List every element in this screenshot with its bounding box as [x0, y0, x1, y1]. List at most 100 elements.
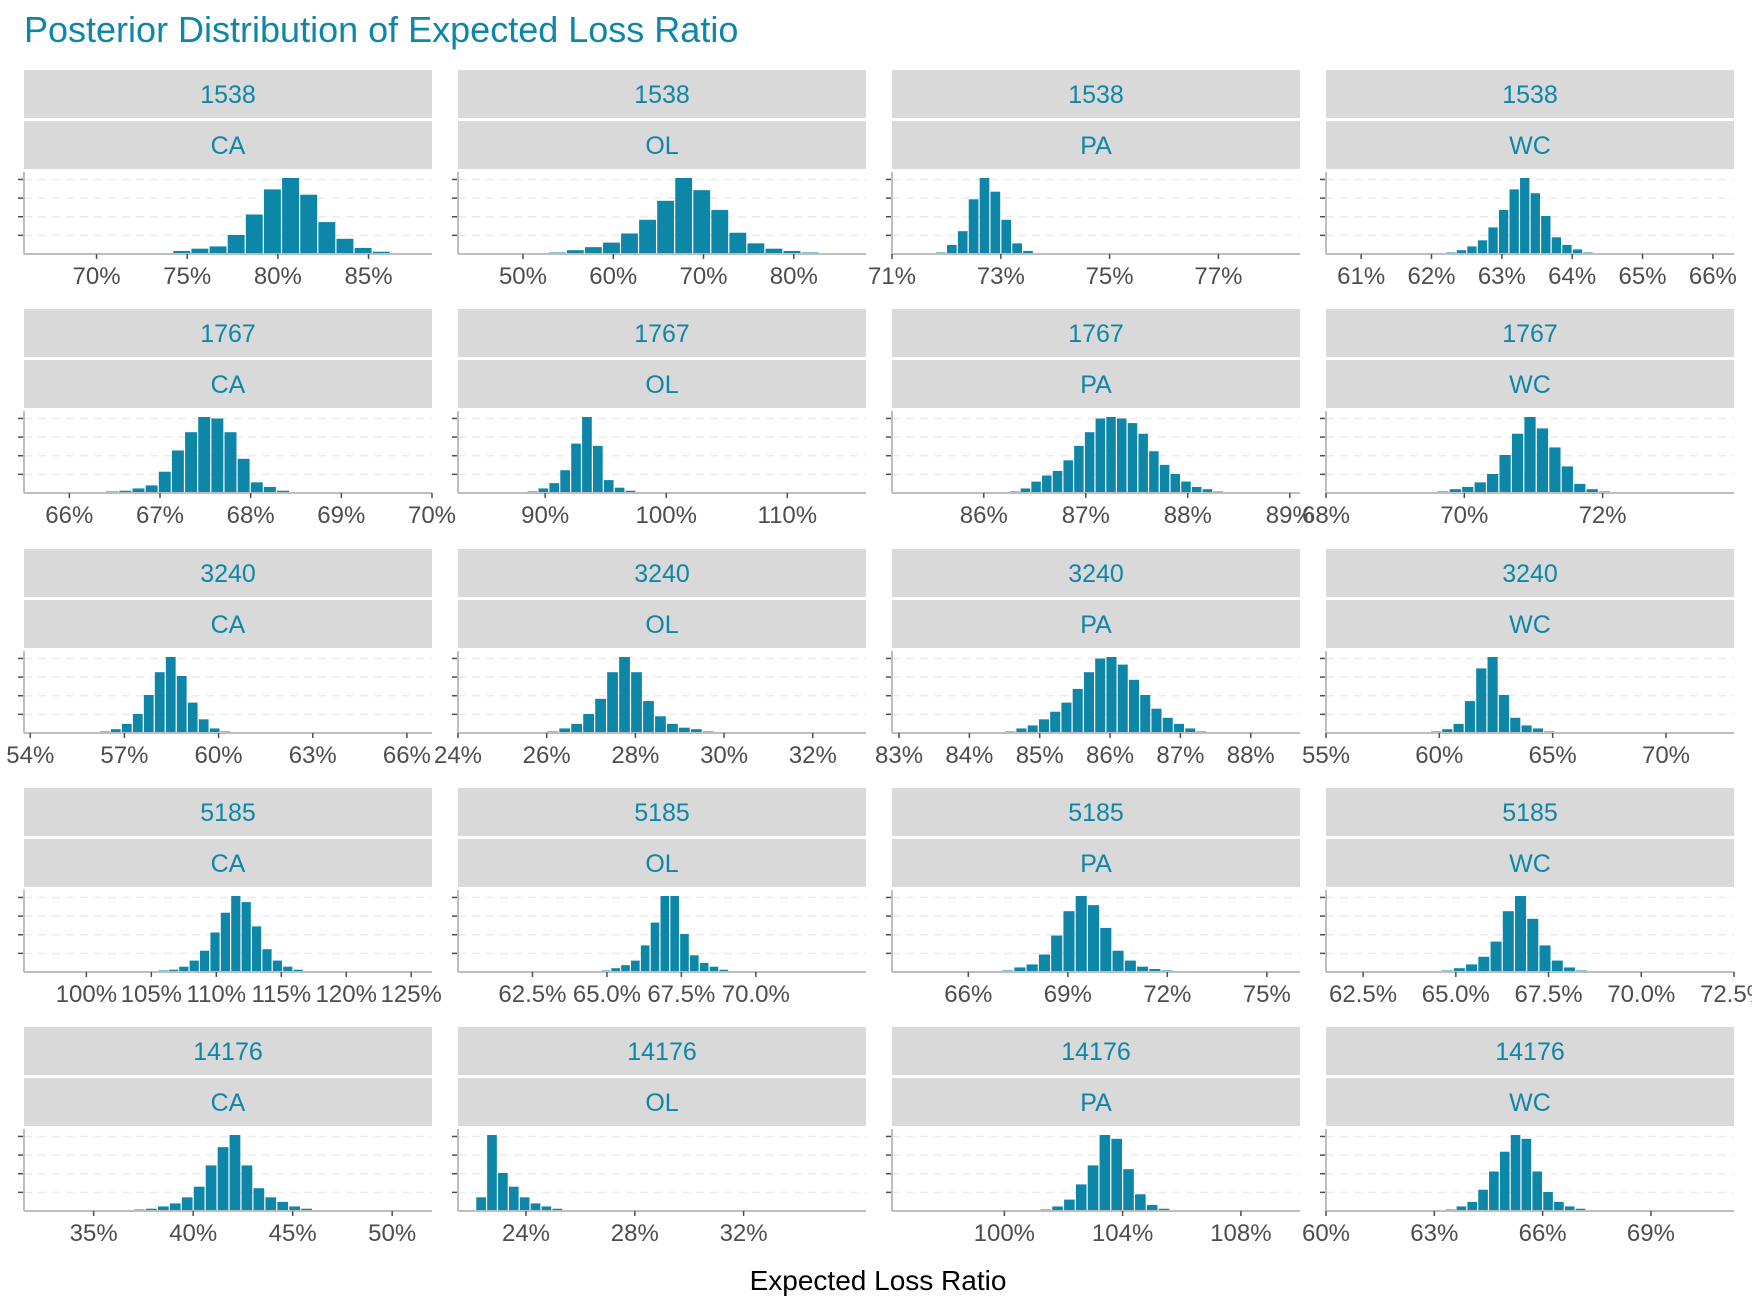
histogram-bar	[1112, 950, 1124, 972]
histogram-bar	[372, 251, 390, 254]
x-tick-label: 105%	[121, 981, 182, 1008]
strip-line-label: PA	[1080, 850, 1112, 878]
histogram-bar	[121, 723, 132, 733]
strip-company-bg	[24, 549, 432, 597]
histogram-bar	[1477, 240, 1488, 254]
x-tick-label: 63%	[1410, 1220, 1458, 1247]
histogram-bar	[621, 233, 638, 254]
histogram-bar	[538, 488, 549, 493]
x-tick-label: 69%	[1044, 981, 1092, 1008]
histogram-bar	[990, 191, 1001, 254]
histogram-bar	[169, 1203, 181, 1211]
histogram-bar	[1063, 460, 1073, 493]
histogram-bar	[619, 657, 630, 733]
histogram-bar	[675, 178, 693, 254]
histogram-bar	[1063, 911, 1075, 972]
histogram-bar	[1464, 701, 1475, 733]
x-tick-label: 69%	[317, 502, 365, 529]
histogram-bar	[1123, 1169, 1134, 1211]
histogram-bar	[625, 490, 636, 493]
strip-line-label: CA	[211, 850, 246, 878]
histogram-bar	[584, 247, 602, 254]
histogram-bar	[592, 445, 603, 493]
histogram-bar	[1509, 189, 1519, 254]
x-tick-label: 88%	[1164, 502, 1212, 529]
histogram-bar	[487, 1135, 497, 1211]
histogram-bar	[1075, 896, 1087, 972]
histogram-bar	[1075, 1184, 1087, 1211]
facet-panel-1767-pa: 1767 PA 86% 87% 88% 89%	[886, 309, 1314, 529]
histogram-bar	[1014, 967, 1026, 972]
strip-line-label: OL	[645, 611, 678, 639]
histogram-bar	[168, 969, 179, 972]
facet-panel-5185-wc: 5185 WC 62.5% 65.0% 67.5% 70.0% 72.5%	[1320, 788, 1752, 1008]
histogram-bar	[1087, 905, 1100, 972]
strip-company-bg	[24, 1027, 432, 1075]
histogram-bar	[1042, 475, 1052, 493]
facet-panel-3240-ca: 3240 CA 54% 57% 60% 63% 66%	[6, 549, 432, 769]
histogram-bar	[119, 490, 132, 493]
strip-company-label: 3240	[1068, 560, 1124, 588]
histogram-bar	[209, 728, 220, 733]
histogram-bar	[173, 250, 191, 254]
facet-panel-14176-ca: 14176 CA 35% 40% 45% 50%	[18, 1027, 432, 1247]
histogram-bar	[1027, 725, 1038, 733]
histogram-bar	[1146, 1204, 1158, 1211]
histogram-bar	[530, 1203, 541, 1211]
strip-company-bg	[24, 788, 432, 836]
histogram-bar	[224, 432, 237, 493]
strip-line-bg	[1326, 839, 1734, 887]
x-tick-label: 71%	[868, 263, 916, 290]
histogram-bar	[1185, 728, 1196, 733]
strip-line-bg	[24, 1078, 432, 1126]
histogram-bar	[1474, 482, 1486, 493]
x-tick-label: 68%	[227, 502, 275, 529]
histogram-bar	[566, 250, 584, 254]
histogram-bar	[1064, 1199, 1075, 1211]
histogram-bar	[1510, 717, 1521, 733]
x-tick-label: 65.0%	[1422, 981, 1490, 1008]
strip-line-label: OL	[645, 1089, 678, 1117]
histogram-bar	[631, 672, 642, 733]
histogram-bar	[667, 723, 678, 733]
strip-company-bg	[458, 549, 866, 597]
histogram-bar	[709, 966, 719, 972]
x-tick-label: 120%	[316, 981, 377, 1008]
histogram-bar	[253, 1188, 265, 1211]
facet-panel-1538-ol: 1538 OL 50% 60% 70% 80%	[452, 70, 866, 290]
strip-line-label: PA	[1080, 611, 1112, 639]
x-tick-label: 60%	[1302, 1220, 1350, 1247]
histogram-bar	[282, 178, 300, 254]
histogram-bar	[1173, 723, 1185, 733]
histogram-bar	[595, 698, 606, 733]
histogram-bar	[670, 896, 679, 972]
strip-line-bg	[458, 1078, 866, 1126]
x-tick-label: 32%	[720, 1220, 768, 1247]
x-tick-label: 115%	[251, 981, 311, 1008]
x-tick-label: 87%	[1156, 742, 1204, 769]
histogram-bar	[1456, 1206, 1467, 1211]
histogram-bar	[603, 480, 614, 493]
x-tick-label: 67.5%	[1515, 981, 1583, 1008]
x-tick-label: 63%	[289, 742, 337, 769]
histogram-bar	[957, 231, 968, 254]
histogram-bar	[237, 458, 250, 493]
x-tick-label: 80%	[770, 263, 818, 290]
x-tick-label: 70%	[679, 263, 727, 290]
facet-panel-5185-ca: 5185 CA 100% 105% 110% 115% 120% 125%	[18, 788, 442, 1008]
facet-panel-5185-pa: 5185 PA 66% 69% 72% 75%	[886, 788, 1300, 1008]
facet-panel-14176-ol: 14176 OL 24% 28% 32%	[452, 1027, 866, 1247]
x-tick-label: 87%	[1062, 502, 1110, 529]
histogram-bar	[1524, 417, 1536, 493]
histogram-bar	[145, 485, 158, 493]
strip-line-label: CA	[211, 1089, 246, 1117]
histogram-bar	[1170, 474, 1181, 493]
histogram-bar	[508, 1186, 519, 1211]
strip-line-bg	[892, 121, 1300, 169]
strip-line-bg	[24, 360, 432, 408]
strip-line-label: WC	[1509, 1089, 1551, 1117]
x-tick-label: 86%	[960, 502, 1008, 529]
histogram-bar	[158, 471, 171, 493]
histogram-bar	[1521, 725, 1532, 733]
strip-company-bg	[24, 70, 432, 118]
